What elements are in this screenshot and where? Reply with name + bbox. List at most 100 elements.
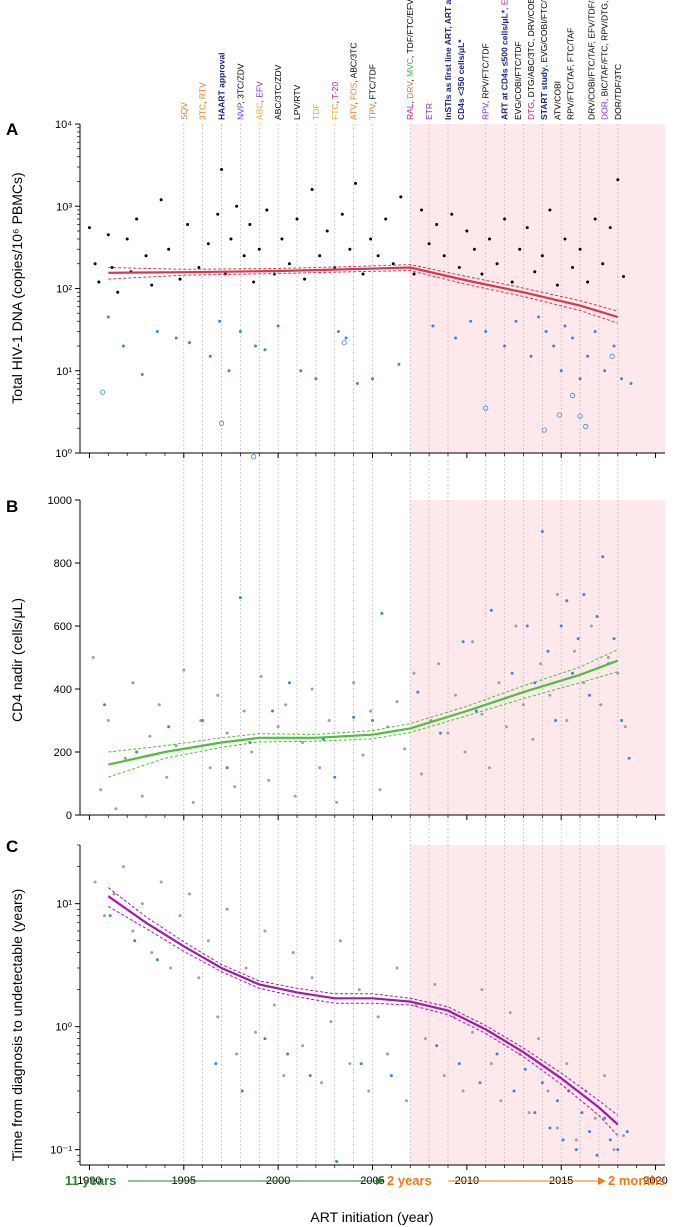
data-point [335,800,339,804]
panel-a-hiv-dna: A Total HIV-1 DNA (copies/10⁶ PBMCs) 10⁰… [6,119,665,460]
drug-label-part: EFV [254,81,264,98]
data-point [333,775,337,779]
data-point [601,262,605,266]
panel-b-ylabel: CD4 nadir (cells/μL) [9,598,25,722]
data-point [412,671,416,675]
data-point [167,725,171,729]
data-point [403,747,407,751]
y-tick-label: 10³ [56,201,72,213]
data-point [603,1116,607,1120]
data-point [197,266,201,270]
data-point [454,693,458,697]
drug-label-part: DRV/COBI/FTC/TAF, EFV/TDF/3TC [586,0,596,120]
data-point [103,703,107,707]
drug-label-part: 3TC [198,104,208,120]
drug-label: DOR/TDF/3TC [613,64,623,120]
data-point [478,1081,482,1085]
data-point [540,1081,544,1085]
drug-label: NVP, 3TC/ZDV [235,63,245,120]
data-point [588,693,592,697]
drug-label: RAL, DRV, MVC, TDF/FTC/EFV [405,0,415,120]
panel-a-ylabel: Total HIV-1 DNA (copies/10⁶ PBMCs) [9,172,25,403]
data-point [335,1160,339,1164]
data-point [235,1052,239,1056]
data-point [140,794,144,798]
data-point [525,624,529,628]
drug-label: ABC, EFV [254,81,264,120]
x-axis-label: ART initiation (year) [310,1209,433,1225]
drug-label: DTG, DTG/ABC/3TC, DRV/COBI [526,0,536,120]
data-point [112,892,116,896]
data-point [612,1148,616,1152]
drug-label: ART at CD4s ≤500 cells/μL*, EVG, [500,0,510,120]
data-point [565,599,569,603]
data-point [225,731,229,735]
data-point [250,750,254,754]
data-point [397,362,401,366]
data-point [376,254,380,258]
drug-label-part: RPV [481,102,491,120]
data-point [259,674,263,678]
trend-ci-upper [108,264,618,312]
trend-ci-upper [108,649,619,753]
data-point [548,208,552,212]
drug-label-part: SQV [179,102,189,120]
data-point [110,266,114,270]
data-point [457,266,461,270]
y-tick-label: 10⁴ [55,119,72,131]
data-point [291,951,295,955]
drug-label: LPV/RTV [292,84,302,120]
data-point [116,290,120,294]
data-point [355,381,359,385]
data-point [206,242,210,246]
data-point [454,336,458,340]
data-point [583,423,589,430]
data-point [420,208,424,212]
data-point [238,596,242,600]
data-point [465,229,469,233]
data-point [310,976,314,980]
data-point [310,187,314,191]
panel-a-points [87,167,633,460]
data-point [140,902,144,906]
data-point [229,237,233,241]
drug-label-part: , [349,100,359,105]
data-point [380,611,384,615]
drug-label: TDF [311,103,321,120]
data-point [599,703,603,707]
panel-b-trend [108,649,619,778]
data-point [359,1062,363,1066]
data-point [159,880,163,884]
drug-label: RPV/FTC/TAF, FTC/TAF [566,28,576,120]
banner-two-years: 2 years [387,1173,432,1188]
drug-label-part: RTV [198,82,208,99]
data-point [135,750,139,754]
data-point [91,656,95,659]
data-point [225,907,229,911]
data-point [431,324,435,328]
data-point [97,280,101,284]
data-point [574,1148,578,1152]
data-point [629,381,633,385]
data-point [391,262,395,266]
data-point [555,1099,559,1103]
data-point [572,649,576,653]
data-point [93,880,97,884]
data-point [123,756,127,760]
data-point [121,344,125,348]
y-tick-label: 10² [56,284,72,296]
data-point [150,951,154,955]
data-point [240,1089,244,1093]
data-point [471,640,475,644]
data-point [533,270,537,274]
data-point [242,709,246,713]
data-point [167,247,171,251]
drug-label-part: EVG/COBI/FTC/TDF [513,41,523,120]
data-point [552,344,556,348]
data-point [625,1130,629,1134]
data-point [376,1015,380,1019]
data-point [461,640,465,644]
data-point [251,454,257,460]
drug-label: ATV, FOS, ABC/3TC [349,43,359,121]
